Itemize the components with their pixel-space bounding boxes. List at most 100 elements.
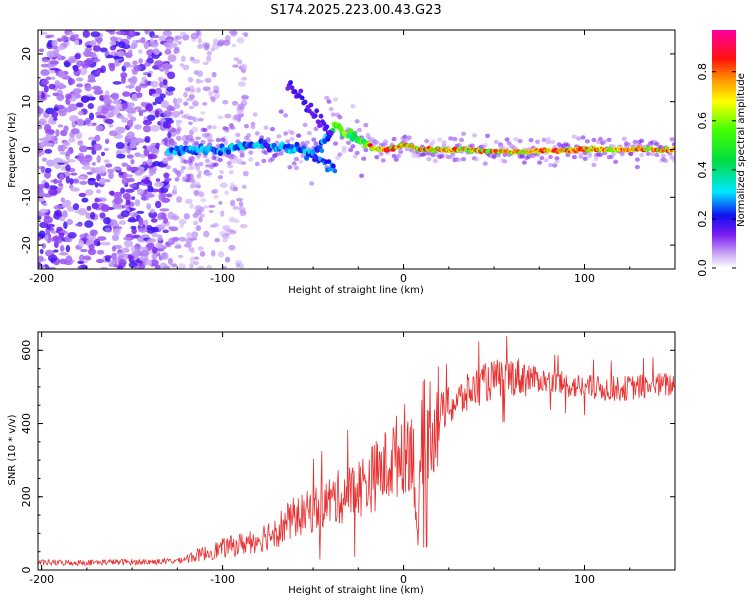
noise-blob — [60, 244, 65, 253]
noise-blob — [69, 115, 79, 122]
noise-blob — [236, 109, 244, 115]
noise-blob — [134, 199, 141, 207]
noise-blob — [120, 210, 130, 218]
noise-blob — [181, 114, 188, 119]
noise-blob — [191, 231, 199, 239]
noise-blob — [167, 71, 176, 80]
noise-blob — [112, 234, 119, 242]
track-halo — [565, 143, 571, 148]
noise-blob — [39, 197, 45, 203]
noise-blob — [57, 124, 64, 128]
noise-blob — [164, 177, 172, 182]
noise-blob — [53, 117, 58, 121]
track-halo — [654, 152, 660, 158]
noise-blob — [214, 238, 220, 243]
noise-blob — [183, 213, 190, 220]
noise-blob — [227, 164, 234, 169]
spectrogram-frame — [37, 29, 676, 270]
noise-blob — [80, 248, 88, 253]
noise-blob — [151, 232, 159, 238]
track-halo — [170, 128, 176, 133]
noise-blob — [135, 85, 142, 93]
noise-blob — [157, 76, 164, 82]
noise-blob — [94, 134, 101, 142]
track-halo — [354, 150, 360, 156]
noise-blob — [117, 249, 123, 254]
noise-blob — [197, 117, 204, 122]
noise-blob — [134, 265, 141, 269]
track-halo — [324, 95, 330, 101]
colorbar-tick-label: 0.0 — [696, 259, 709, 277]
noise-blob — [125, 107, 133, 113]
track-halo — [406, 135, 412, 140]
track-halo — [348, 147, 354, 153]
track-halo — [176, 126, 182, 132]
noise-blob — [114, 59, 120, 67]
noise-blob — [189, 203, 195, 209]
noise-blob — [158, 192, 163, 201]
track-halo — [270, 126, 275, 132]
track-halo — [482, 143, 488, 148]
noise-blob — [127, 119, 134, 128]
noise-blob — [74, 39, 80, 46]
track-halo — [459, 137, 464, 143]
noise-blob — [80, 95, 91, 103]
noise-blob — [131, 251, 140, 257]
y-tick-label: 400 — [20, 413, 33, 434]
track-halo — [241, 184, 247, 189]
noise-blob — [122, 91, 131, 97]
branch-blob — [310, 149, 316, 155]
noise-blob — [115, 126, 125, 134]
noise-blob — [140, 101, 147, 107]
noise-blob — [202, 205, 210, 209]
noise-blob — [178, 218, 187, 225]
track-halo — [374, 155, 380, 160]
noise-blob — [38, 118, 47, 126]
noise-blob — [199, 251, 206, 257]
noise-blob — [129, 183, 137, 188]
track-halo — [639, 138, 645, 143]
noise-blob — [145, 193, 155, 198]
noise-blob — [70, 187, 80, 192]
noise-blob — [229, 230, 237, 235]
noise-blob — [96, 115, 106, 119]
noise-blob — [87, 177, 96, 181]
noise-blob — [41, 31, 48, 35]
track-halo — [456, 142, 462, 148]
noise-blob — [126, 177, 135, 183]
noise-blob — [224, 34, 231, 42]
noise-blob — [106, 168, 115, 174]
branch-blob — [315, 119, 321, 125]
track-halo — [571, 134, 577, 139]
x-tick-label: 0 — [400, 573, 407, 586]
noise-blob — [113, 107, 120, 116]
branch-blob — [289, 85, 295, 91]
noise-blob — [49, 69, 56, 74]
track-halo — [482, 161, 488, 166]
noise-blob — [66, 159, 76, 163]
track-halo — [278, 151, 284, 156]
noise-blob — [157, 234, 163, 242]
noise-blob — [163, 62, 170, 70]
noise-blob — [138, 217, 144, 225]
track-halo — [521, 160, 527, 165]
noise-blob — [56, 180, 63, 184]
noise-blob — [90, 31, 101, 38]
noise-blob — [202, 42, 210, 47]
noise-blob — [112, 81, 122, 85]
noise-blob — [235, 263, 241, 268]
track-halo — [461, 157, 467, 162]
colorbar-gradient — [712, 30, 736, 268]
x-tick-label: 100 — [574, 272, 595, 285]
y-tick-label: -10 — [20, 188, 33, 206]
track-halo — [352, 154, 358, 159]
noise-blob — [228, 244, 236, 251]
noise-blob — [138, 112, 143, 116]
noise-blob — [137, 236, 147, 243]
branch-blob — [326, 159, 332, 165]
track-halo — [333, 97, 338, 102]
track-halo — [591, 137, 597, 143]
track-core — [226, 148, 232, 155]
noise-blob — [222, 225, 231, 231]
noise-blob — [233, 114, 242, 121]
